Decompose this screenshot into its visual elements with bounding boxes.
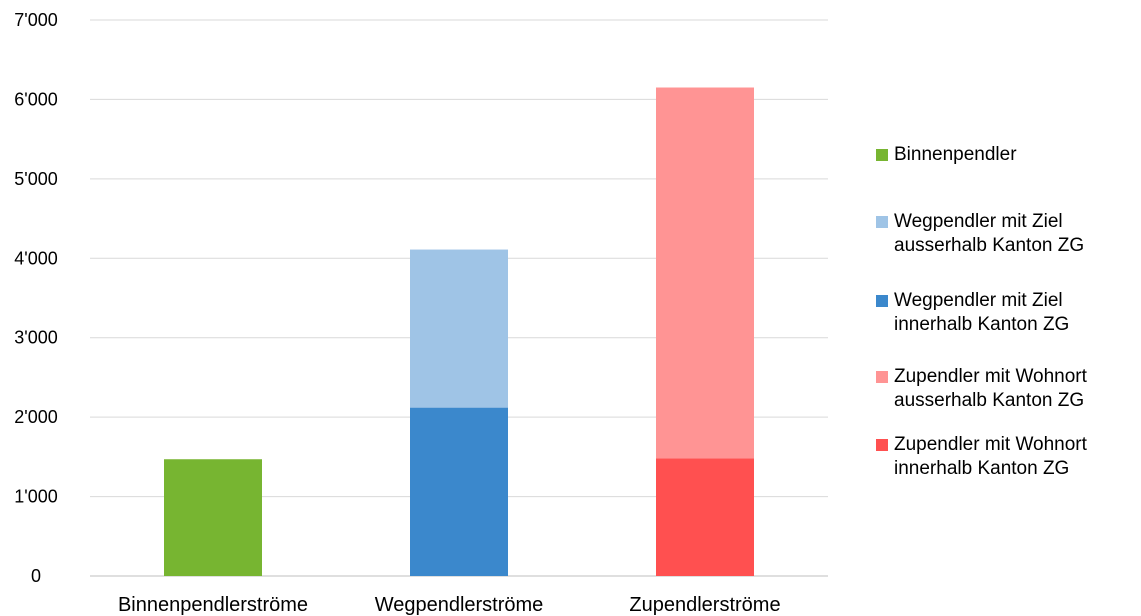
x-category-label: Zupendlerströme (629, 594, 780, 616)
y-tick-label: 1'000 (14, 487, 57, 507)
legend-item: Binnenpendler (876, 143, 1017, 167)
y-tick-label: 6'000 (14, 89, 57, 109)
legend-item: Zupendler mit Wohnort innerhalb Kanton Z… (876, 433, 1087, 481)
legend-swatch (876, 216, 888, 228)
legend-label: Binnenpendler (894, 144, 1017, 165)
legend-label: Wegpendler mit Ziel ausserhalb Kanton ZG (894, 211, 1085, 256)
x-category-label: Binnenpendlerströme (118, 594, 308, 616)
legend-item: Zupendler mit Wohnort ausserhalb Kanton … (876, 365, 1087, 413)
y-tick-label: 4'000 (14, 248, 57, 268)
bar-segment (410, 249, 508, 408)
legend-item: Wegpendler mit Ziel innerhalb Kanton ZG (876, 289, 1069, 337)
legend-swatch (876, 371, 888, 383)
legend-label: Zupendler mit Wohnort ausserhalb Kanton … (894, 366, 1087, 411)
y-tick-label: 0 (31, 566, 41, 586)
x-axis-category-labels: Binnenpendlerströme Wegpendlerströme Zupen… (118, 594, 781, 616)
legend-item: Wegpendler mit Ziel ausserhalb Kanton ZG (876, 210, 1084, 258)
legend-swatch (876, 439, 888, 451)
legend-swatch (876, 295, 888, 307)
bar-segment (656, 458, 754, 576)
bar-segment (410, 407, 508, 576)
legend-label: Zupendler mit Wohnort innerhalb Kanton Z… (894, 434, 1087, 479)
x-category-label: Wegpendlerströme (375, 594, 544, 616)
bars (164, 87, 754, 576)
y-tick-label: 3'000 (14, 328, 57, 348)
legend-swatch (876, 149, 888, 161)
y-tick-label: 2'000 (14, 407, 57, 427)
y-axis-tick-labels: 0 1'000 2'000 3'000 4'000 5'000 6'000 7'000 (14, 10, 57, 586)
bar-segment (164, 459, 262, 576)
y-tick-label: 5'000 (14, 169, 57, 189)
legend-label: Wegpendler mit Ziel innerhalb Kanton ZG (894, 290, 1070, 335)
bar-segment (656, 87, 754, 459)
y-tick-label: 7'000 (14, 10, 57, 30)
